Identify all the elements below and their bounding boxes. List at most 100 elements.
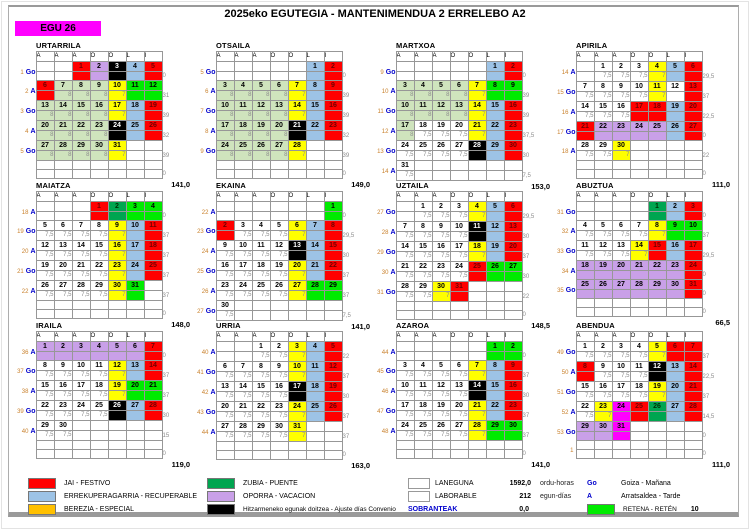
day-cell bbox=[215, 61, 235, 72]
week-number: 1 bbox=[20, 69, 24, 76]
day-cell bbox=[305, 160, 325, 170]
hours-cell bbox=[35, 449, 55, 459]
day-cell: 2 bbox=[611, 61, 631, 72]
legend-stats: LANEGUNA 1592,0 ordu-horas LABORABLE 212… bbox=[408, 477, 574, 516]
day-cell: 16 bbox=[611, 101, 631, 112]
week-label: 43 Go bbox=[192, 402, 216, 422]
hours-cell: 7 bbox=[467, 110, 487, 121]
hours-cell: 8 bbox=[395, 130, 415, 141]
week-number: 22 bbox=[21, 289, 29, 295]
day-cell: 12 bbox=[485, 221, 505, 232]
day-cell: 16 bbox=[431, 241, 451, 252]
weekday-header-cell: A bbox=[53, 191, 73, 202]
legend-item-reten: RETENA - RETÉN 10 bbox=[587, 503, 699, 516]
day-cell bbox=[53, 61, 73, 72]
day-cell: 9 bbox=[89, 80, 109, 91]
hours-cell bbox=[323, 431, 343, 442]
day-cell bbox=[665, 298, 685, 308]
day-cell: 8 bbox=[647, 220, 667, 231]
week-day-row: 48 A 24 25 26 27 28 29 30 37 bbox=[372, 420, 550, 439]
hours-cell: 8 bbox=[89, 110, 109, 121]
stat-laneguna: LANEGUNA 1592,0 ordu-horas bbox=[408, 477, 574, 490]
day-cell bbox=[467, 341, 487, 352]
hours-cell: 7,5 bbox=[251, 290, 271, 301]
week-number: 31 bbox=[557, 209, 564, 216]
day-cell: 5 bbox=[647, 341, 667, 352]
week-label: 15 Go bbox=[552, 82, 576, 102]
hours-cell bbox=[665, 230, 685, 241]
day-cell: 10 bbox=[233, 240, 253, 251]
hours-cell: 7,5 bbox=[629, 230, 649, 241]
month-title: OTSAILA bbox=[216, 41, 251, 50]
week-hours-row bbox=[192, 169, 370, 179]
day-cell bbox=[269, 61, 289, 72]
week-total: 39 bbox=[522, 112, 530, 119]
day-cell: 18 bbox=[233, 120, 253, 131]
hours-cell bbox=[413, 449, 433, 459]
month-total: 66,5 bbox=[715, 318, 730, 327]
hours-cell: 7,5 bbox=[269, 431, 289, 442]
day-cell: 6 bbox=[449, 360, 469, 371]
hours-cell bbox=[215, 450, 235, 460]
hours-cell bbox=[395, 71, 415, 81]
week-hours-row bbox=[372, 449, 550, 459]
week-total: 0 bbox=[162, 170, 166, 177]
hours-cell: 7 bbox=[467, 251, 487, 262]
week-shift: A bbox=[390, 388, 396, 395]
week-day-row: 18 A 28 29 30 22 bbox=[552, 140, 730, 159]
hours-cell bbox=[143, 430, 163, 441]
day-cell bbox=[629, 440, 649, 450]
day-cell: 8 bbox=[575, 361, 595, 372]
day-cell: 6 bbox=[53, 220, 73, 231]
hours-cell bbox=[683, 91, 703, 102]
week-day-row: 12 A 17 18 19 20 21 22 23 37,5 bbox=[372, 120, 550, 139]
weekday-header-cell: I bbox=[323, 51, 343, 62]
day-cell: 9 bbox=[611, 81, 631, 92]
day-cell: 6 bbox=[683, 61, 703, 72]
weekday-header-cell: I bbox=[323, 331, 343, 342]
weekday-header-cell: I bbox=[143, 331, 163, 342]
week-shift: A bbox=[30, 128, 36, 135]
hours-cell bbox=[323, 411, 343, 422]
day-cell: 14 bbox=[629, 240, 649, 251]
weekday-header-cell: A bbox=[431, 51, 451, 62]
hours-cell bbox=[215, 351, 235, 362]
hours-cell bbox=[143, 71, 163, 81]
hours-cell: 7,5 bbox=[431, 370, 451, 381]
week-day-row: 45 Go 3 4 5 6 7 8 9 37 bbox=[372, 360, 550, 379]
hours-cell bbox=[287, 450, 307, 460]
hours-cell bbox=[125, 351, 145, 361]
day-cell bbox=[305, 421, 325, 432]
hours-cell bbox=[53, 211, 73, 221]
day-cell: 24 bbox=[71, 400, 91, 411]
weekday-header-cell: O bbox=[467, 51, 487, 62]
weekday-header-cell: A bbox=[233, 191, 253, 202]
weekday-header-cell: L bbox=[485, 331, 505, 342]
hours-cell: 7,5 bbox=[233, 270, 253, 281]
week-label: 29 Go bbox=[372, 242, 396, 262]
day-cell: 22 bbox=[575, 401, 595, 412]
week-total: 0 bbox=[522, 352, 526, 359]
day-cell bbox=[305, 201, 325, 212]
week-hours-row bbox=[552, 211, 730, 221]
hours-cell: 7 bbox=[431, 291, 451, 302]
hours-cell bbox=[323, 391, 343, 402]
hours-cell: 7,5 bbox=[53, 250, 73, 261]
day-cell: 28 bbox=[467, 140, 487, 151]
day-cell: 18 bbox=[467, 241, 487, 252]
day-cell: 1 bbox=[71, 61, 91, 72]
month-total: 148,0 bbox=[171, 320, 190, 329]
day-cell: 24 bbox=[395, 140, 415, 151]
week-number: 11 bbox=[377, 109, 384, 115]
day-cell bbox=[71, 420, 91, 431]
hours-cell: 7,5 bbox=[395, 370, 415, 381]
week-hours-row: 7,5 7,5 7,5 7,5 7 bbox=[372, 370, 550, 381]
week-total-spacer bbox=[342, 52, 370, 62]
day-cell: 30 bbox=[53, 420, 73, 431]
week-label: 27 Go bbox=[372, 202, 396, 222]
day-cell: 11 bbox=[305, 361, 325, 372]
week-day-row: 0 bbox=[12, 300, 190, 317]
week-shift: Go bbox=[565, 349, 576, 356]
day-cell: 1 bbox=[485, 341, 505, 352]
